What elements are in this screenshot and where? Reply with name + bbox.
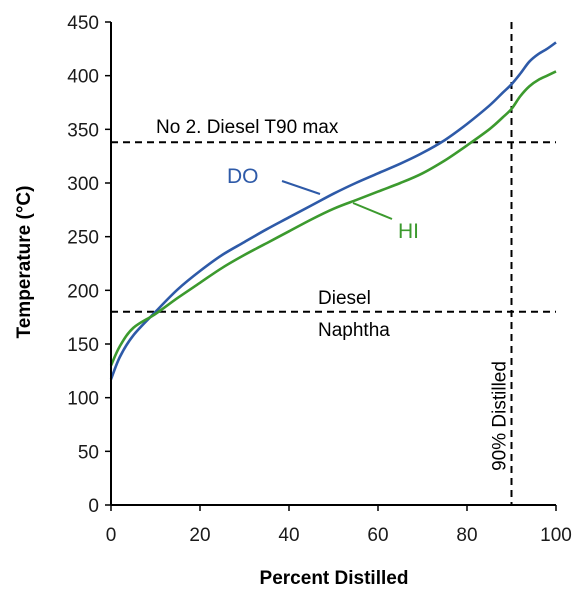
y-tick-label: 150 bbox=[67, 335, 99, 356]
y-tick-label: 0 bbox=[88, 496, 99, 517]
y-tick-label: 400 bbox=[67, 67, 99, 88]
annotations: DO HI bbox=[227, 165, 419, 243]
y-tick-label: 250 bbox=[67, 228, 99, 249]
series-label-hi: HI bbox=[398, 220, 419, 243]
series-lines bbox=[109, 41, 557, 380]
do-leader-line bbox=[281, 180, 321, 195]
y-tick-label: 450 bbox=[67, 13, 99, 34]
y-tick-label: 300 bbox=[67, 174, 99, 195]
y-tick-label: 350 bbox=[67, 120, 99, 141]
y-tick-label: 100 bbox=[67, 389, 99, 410]
reference-line-label-below: Naphtha bbox=[318, 320, 390, 341]
reference-line-label-vertical: 90% Distilled bbox=[490, 361, 511, 471]
series-label-do: DO bbox=[227, 165, 259, 188]
series-line-hi bbox=[109, 70, 557, 367]
x-tick-label: 80 bbox=[456, 525, 477, 546]
reference-line-label: No 2. Diesel T90 max bbox=[156, 117, 339, 138]
x-tick-label: 40 bbox=[278, 525, 299, 546]
x-tick-label: 0 bbox=[106, 525, 117, 546]
x-tick-label: 20 bbox=[189, 525, 210, 546]
series-line-do bbox=[109, 41, 557, 380]
plot-frame bbox=[110, 22, 556, 506]
y-tick-labels: 0 50 100 150 200 250 300 350 400 450 bbox=[67, 13, 111, 517]
x-tick-label: 100 bbox=[540, 525, 572, 546]
x-tick-labels: 0 20 40 60 80 100 bbox=[106, 505, 572, 546]
y-tick-label: 200 bbox=[67, 281, 99, 302]
x-tick-label: 60 bbox=[367, 525, 388, 546]
hi-leader-line bbox=[352, 202, 393, 220]
x-axis-title: Percent Distilled bbox=[260, 568, 409, 589]
reference-lines: No 2. Diesel T90 max Diesel Naphtha 90% Dis… bbox=[111, 22, 556, 505]
y-tick-label: 50 bbox=[78, 442, 99, 463]
reference-line-label-above: Diesel bbox=[318, 288, 371, 309]
y-axis-title: Temperature (°C) bbox=[14, 186, 35, 339]
